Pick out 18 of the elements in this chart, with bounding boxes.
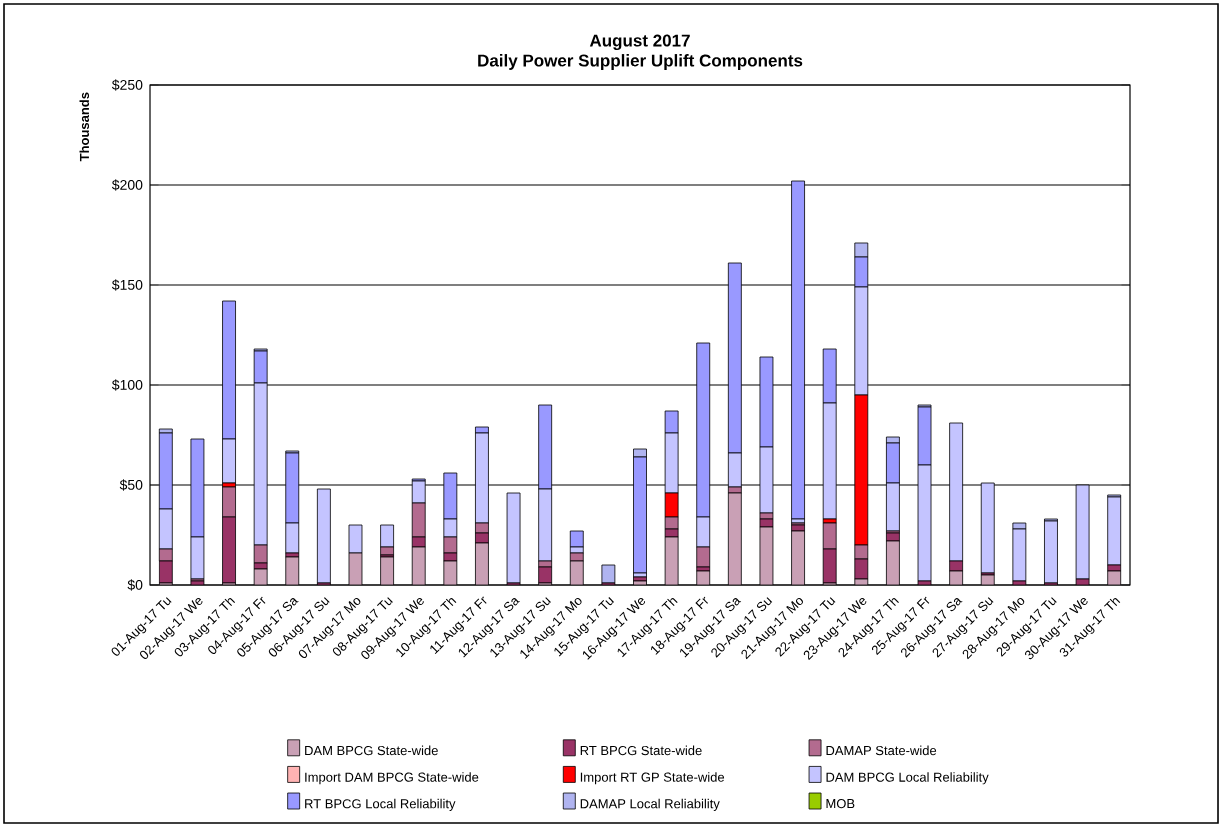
legend-label: Import RT GP State-wide — [580, 772, 725, 785]
y-tick-label: $50 — [119, 479, 143, 491]
legend-label: RT BPCG State-wide — [580, 745, 702, 756]
chart-subtitle: Daily Power Supplier Uplift Components — [478, 54, 803, 70]
legend-label: DAMAP State-wide — [826, 745, 937, 756]
y-tick-label: $100 — [111, 379, 143, 391]
legend-label: RT BPCG Local Reliability — [305, 798, 456, 811]
y-tick-label: $250 — [111, 79, 143, 91]
y-axis-title: Thousands — [79, 92, 90, 162]
legend-label: DAM BPCG State-wide — [305, 745, 438, 756]
y-tick-label: $200 — [111, 179, 143, 191]
chart-title: August 2017 — [589, 34, 690, 51]
y-tick-label: $150 — [111, 279, 143, 291]
y-tick-label: $0 — [127, 579, 143, 591]
legend-label: DAMAP Local Reliability — [580, 798, 720, 811]
legend-label: DAM BPCG Local Reliability — [826, 772, 989, 785]
legend-label: MOB — [826, 799, 855, 809]
legend-label: Import DAM BPCG State-wide — [305, 772, 479, 785]
